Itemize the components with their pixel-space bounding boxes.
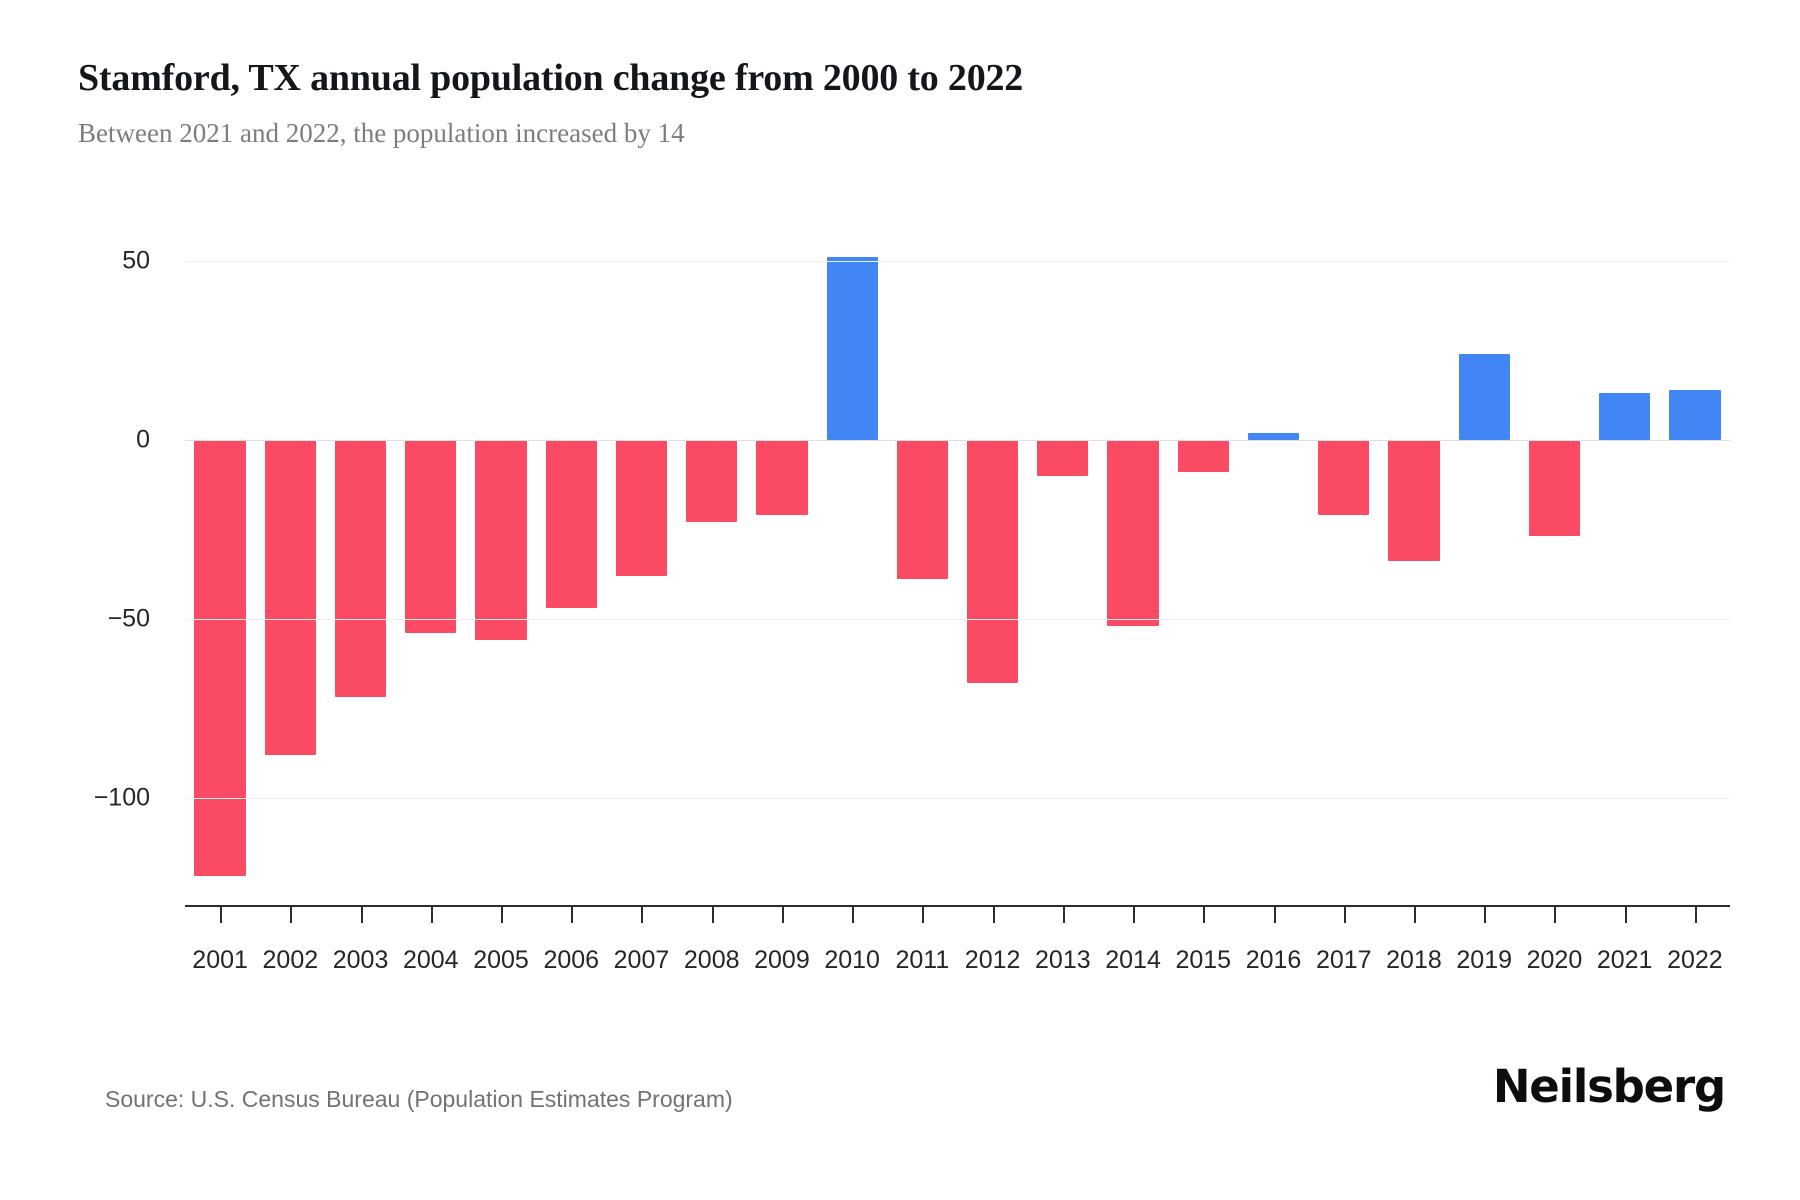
bar-2014[interactable] bbox=[1107, 439, 1159, 626]
x-axis-tick-mark bbox=[711, 905, 714, 923]
x-axis-tick-label: 2021 bbox=[1596, 946, 1653, 974]
x-axis-tick-mark bbox=[992, 905, 995, 923]
bar-2020[interactable] bbox=[1528, 439, 1581, 537]
source-note: Source: U.S. Census Bureau (Population E… bbox=[105, 1086, 733, 1112]
x-axis-tick-label: 2005 bbox=[473, 946, 529, 974]
x-axis-tick-mark bbox=[1694, 905, 1697, 923]
bar-series bbox=[185, 225, 1730, 905]
bar-2009[interactable] bbox=[756, 439, 808, 515]
x-axis-tick-label: 2011 bbox=[895, 946, 950, 974]
x-axis-tick-label: 2003 bbox=[332, 946, 389, 974]
x-axis-tick-label: 2007 bbox=[613, 946, 670, 974]
x-axis-tick-mark bbox=[641, 905, 644, 923]
x-axis-tick-mark bbox=[290, 905, 293, 923]
gridline bbox=[185, 618, 1730, 620]
bar-2016[interactable] bbox=[1247, 432, 1300, 440]
x-axis-tick-label: 2018 bbox=[1386, 946, 1442, 974]
brand-logo: Neilsberg bbox=[1492, 1060, 1726, 1113]
x-axis-tick-label: 2017 bbox=[1315, 946, 1372, 974]
bar-2006[interactable] bbox=[545, 439, 597, 608]
x-axis-tick-mark bbox=[1273, 905, 1276, 923]
x-axis-tick-mark bbox=[922, 905, 925, 923]
bar-2018[interactable] bbox=[1388, 439, 1440, 562]
bar-2012[interactable] bbox=[966, 439, 1019, 684]
x-axis-tick-label: 2013 bbox=[1035, 946, 1091, 974]
bar-2002[interactable] bbox=[264, 439, 316, 755]
y-axis-tick-label: −50 bbox=[107, 604, 150, 633]
x-axis-tick-mark bbox=[1133, 905, 1136, 923]
bar-2017[interactable] bbox=[1318, 439, 1370, 515]
x-axis-tick-mark bbox=[501, 905, 504, 923]
x-axis-tick-mark bbox=[1413, 905, 1416, 923]
x-axis-tick-label: 2008 bbox=[683, 946, 740, 974]
x-axis-tick-label: 2001 bbox=[192, 946, 248, 974]
plot-area bbox=[185, 225, 1730, 905]
page-title: Stamford, TX annual population change fr… bbox=[78, 57, 1024, 99]
bar-2007[interactable] bbox=[615, 439, 668, 576]
y-axis-tick-label: 50 bbox=[122, 246, 150, 275]
bar-2003[interactable] bbox=[334, 439, 387, 698]
x-axis-tick-label: 2019 bbox=[1456, 946, 1513, 974]
bar-2001[interactable] bbox=[194, 439, 246, 877]
x-axis-line bbox=[185, 905, 1730, 907]
x-axis-tick-label: 2010 bbox=[824, 946, 880, 974]
bar-2011[interactable] bbox=[896, 439, 949, 580]
x-axis-tick-label: 2006 bbox=[543, 946, 600, 974]
x-axis-tick-label: 2012 bbox=[964, 946, 1021, 974]
chart-subtitle: Between 2021 and 2022, the population in… bbox=[78, 118, 685, 148]
bar-2022[interactable] bbox=[1669, 389, 1721, 440]
bar-2005[interactable] bbox=[475, 439, 527, 641]
x-axis-tick-mark bbox=[1554, 905, 1557, 923]
x-axis-tick-label: 2014 bbox=[1105, 946, 1161, 974]
x-axis-tick-label: 2009 bbox=[754, 946, 810, 974]
gridline bbox=[185, 260, 1730, 262]
x-axis-tick-mark bbox=[1484, 905, 1487, 923]
x-axis-tick-mark bbox=[430, 905, 433, 923]
bar-2019[interactable] bbox=[1458, 353, 1510, 440]
x-axis-tick-mark bbox=[781, 905, 784, 923]
x-axis-tick-label: 2022 bbox=[1667, 946, 1723, 974]
x-axis-tick-mark bbox=[571, 905, 574, 923]
x-axis-tick-mark bbox=[360, 905, 363, 923]
x-axis-tick-label: 2016 bbox=[1245, 946, 1302, 974]
x-axis-tick-label: 2002 bbox=[262, 946, 319, 974]
x-axis-tick-mark bbox=[852, 905, 855, 923]
x-axis-tick-label: 2004 bbox=[402, 946, 459, 974]
bar-2021[interactable] bbox=[1599, 393, 1651, 440]
bar-2008[interactable] bbox=[686, 439, 738, 523]
x-axis-tick-mark bbox=[1343, 905, 1346, 923]
gridline bbox=[185, 797, 1730, 799]
y-axis-tick-label: −100 bbox=[93, 783, 150, 812]
zero-line bbox=[185, 439, 1730, 441]
x-axis-tick-mark bbox=[220, 905, 223, 923]
bar-2015[interactable] bbox=[1177, 439, 1229, 472]
bar-2010[interactable] bbox=[826, 257, 878, 440]
bar-2004[interactable] bbox=[405, 439, 457, 633]
x-axis-tick-mark bbox=[1624, 905, 1627, 923]
x-axis-tick-label: 2015 bbox=[1175, 946, 1232, 974]
x-axis-tick-mark bbox=[1203, 905, 1206, 923]
y-axis-tick-label: 0 bbox=[136, 425, 150, 454]
x-axis-tick-label: 2020 bbox=[1526, 946, 1583, 974]
x-axis-tick-mark bbox=[1062, 905, 1065, 923]
bar-2013[interactable] bbox=[1037, 439, 1089, 476]
